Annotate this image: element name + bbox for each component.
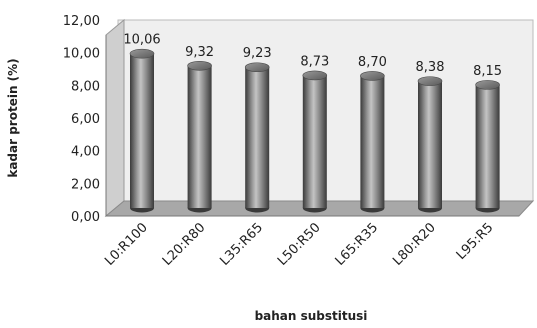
- data-label: 9,23: [243, 46, 272, 61]
- bar-top: [417, 76, 443, 86]
- x-tick-labels: L0:R100 L20:R80 L35:R65 L50:R50 L65:R35 L80:R…: [102, 220, 496, 269]
- bar: [129, 48, 155, 213]
- y-tick-label: 8,00: [71, 79, 100, 94]
- bar-body: [475, 84, 500, 208]
- y-tick-labels: 0,00 2,00 4,00 6,00 8,00 10,00 12,00: [63, 14, 100, 225]
- bar-body: [360, 75, 385, 209]
- data-label: 8,38: [416, 60, 445, 75]
- data-labels: 10,06 9,32 9,23 8,73 8,70 8,38 8,15: [123, 33, 502, 79]
- x-tick-label: L35:R65: [217, 220, 266, 269]
- x-tick-label: L80:R20: [390, 220, 439, 269]
- bar-top: [129, 48, 155, 59]
- bar-top: [187, 60, 212, 71]
- bar-body: [187, 65, 212, 208]
- y-tick-label: 6,00: [71, 112, 100, 127]
- x-tick-label: L65:R35: [333, 220, 382, 269]
- bar: [187, 60, 212, 213]
- bar: [360, 71, 385, 213]
- bar: [475, 80, 500, 213]
- x-axis-title: bahan substitusi: [255, 309, 368, 323]
- y-tick-label: 0,00: [71, 210, 100, 225]
- bar: [417, 76, 443, 213]
- bar-body: [130, 53, 154, 208]
- data-label: 8,73: [300, 54, 329, 69]
- side-wall: [105, 18, 125, 218]
- y-tick-label: 12,00: [63, 14, 100, 29]
- bar-body: [245, 67, 270, 208]
- bars: [129, 48, 500, 213]
- y-tick-label: 2,00: [71, 177, 100, 192]
- data-label: 9,32: [185, 45, 214, 60]
- bar: [244, 62, 270, 213]
- y-tick-label: 4,00: [71, 145, 100, 160]
- y-tick-label: 10,00: [63, 47, 100, 62]
- bar-body: [302, 75, 327, 208]
- bar: [302, 70, 328, 213]
- x-tick-label: L20:R80: [160, 220, 209, 269]
- y-axis: [105, 35, 519, 217]
- x-tick-label: L95:R5: [454, 220, 497, 263]
- data-label: 8,15: [473, 64, 502, 79]
- bar-body: [418, 81, 442, 208]
- bar-top: [475, 80, 500, 90]
- data-label: 8,70: [358, 55, 387, 70]
- bar-top: [244, 62, 270, 73]
- data-label: 10,06: [123, 33, 160, 48]
- x-tick-label: L0:R100: [102, 220, 151, 269]
- x-tick-label: L50:R50: [275, 220, 324, 269]
- bar-top: [302, 70, 328, 81]
- bar-top: [360, 71, 385, 81]
- y-axis-title: kadar protein (%): [6, 58, 20, 177]
